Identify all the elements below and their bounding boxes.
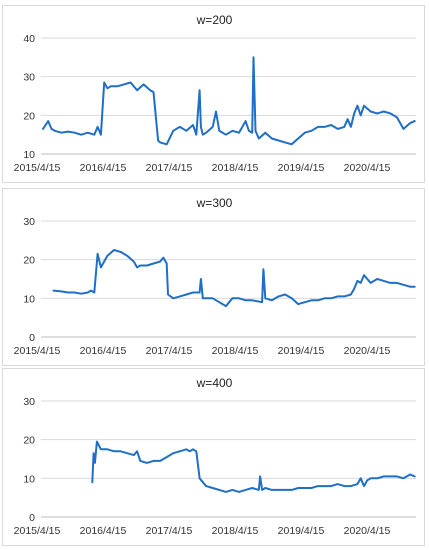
x-tick-label: 2020/4/15 — [344, 525, 391, 537]
x-tick-label: 2017/4/15 — [146, 345, 193, 357]
y-tick-label: 30 — [23, 216, 35, 228]
x-tick-label: 2019/4/15 — [278, 345, 325, 357]
x-tick-label: 2019/4/15 — [278, 525, 325, 537]
series-line — [42, 56, 416, 146]
series-line — [52, 249, 416, 308]
chart-svg-w200: w=200 10 20 30 40 2015/4/15 2016/4/15 2017/4/15… — [14, 13, 416, 174]
x-tick-label: 2015/4/15 — [14, 345, 61, 357]
chart-panel-w300: w=300 0 10 20 30 2015/4/15 2016/4/15 2017/4/15 2… — [2, 188, 425, 366]
x-tick-label: 2020/4/15 — [344, 345, 391, 357]
x-tick-label: 2016/4/15 — [80, 162, 127, 174]
chart-svg-w300: w=300 0 10 20 30 2015/4/15 2016/4/15 2017/4/15 2… — [14, 196, 416, 357]
chart-title: w=200 — [196, 13, 233, 27]
x-tick-label: 2015/4/15 — [14, 525, 61, 537]
y-tick-label: 10 — [23, 473, 35, 485]
y-tick-label: 20 — [23, 435, 35, 447]
y-tick-label: 30 — [23, 72, 35, 84]
chart-title: w=300 — [196, 196, 233, 210]
y-tick-label: 0 — [29, 512, 35, 524]
x-tick-label: 2018/4/15 — [212, 162, 259, 174]
x-tick-label: 2015/4/15 — [14, 162, 61, 174]
chart-title: w=400 — [196, 376, 233, 390]
x-tick-label: 2017/4/15 — [146, 525, 193, 537]
y-tick-label: 40 — [23, 33, 35, 45]
chart-panel-w200: w=200 10 20 30 40 2015/4/15 2016/4/15 2017/4/15… — [2, 5, 425, 183]
x-tick-label: 2018/4/15 — [212, 525, 259, 537]
x-tick-label: 2020/4/15 — [344, 162, 391, 174]
y-tick-label: 10 — [23, 293, 35, 305]
x-tick-label: 2016/4/15 — [80, 345, 127, 357]
x-tick-label: 2018/4/15 — [212, 345, 259, 357]
x-tick-label: 2019/4/15 — [278, 162, 325, 174]
y-tick-label: 20 — [23, 255, 35, 267]
x-tick-label: 2016/4/15 — [80, 525, 127, 537]
y-tick-label: 10 — [23, 149, 35, 161]
y-tick-label: 0 — [29, 332, 35, 344]
chart-panel-w400: w=400 0 10 20 30 2015/4/15 2016/4/15 2017/4/15 2… — [2, 368, 425, 546]
y-tick-label: 20 — [23, 110, 35, 122]
y-tick-label: 30 — [23, 396, 35, 408]
chart-svg-w400: w=400 0 10 20 30 2015/4/15 2016/4/15 2017/4/15 2… — [14, 376, 416, 537]
x-tick-label: 2017/4/15 — [146, 162, 193, 174]
series-line — [91, 440, 416, 493]
